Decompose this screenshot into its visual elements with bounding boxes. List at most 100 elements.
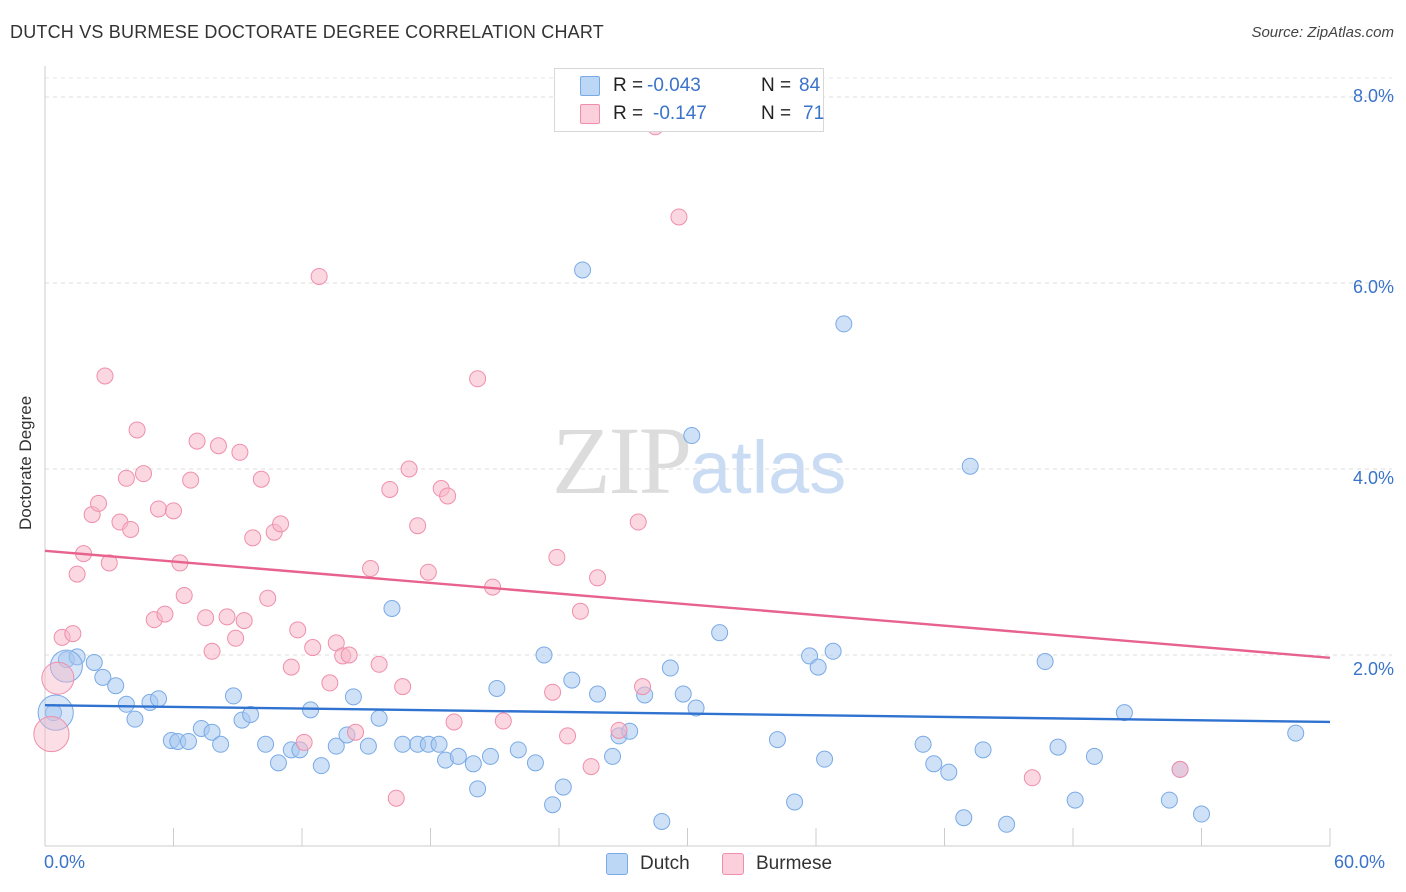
- burmese-point: [259, 589, 277, 607]
- dutch-point: [481, 747, 499, 765]
- burmese-large-point: [41, 661, 75, 695]
- burmese-point: [670, 208, 688, 226]
- dutch-point: [224, 687, 242, 705]
- dutch-point: [925, 755, 943, 773]
- dutch-point: [370, 709, 388, 727]
- burmese-point: [439, 487, 457, 505]
- legend-r-value: -0.043: [647, 75, 701, 96]
- bottom-legend-burmese: Burmese: [722, 852, 832, 876]
- burmese-point: [445, 713, 463, 731]
- legend-n-value: 84: [799, 75, 821, 96]
- legend-r-label: R =: [613, 103, 644, 124]
- y-tick-label-4: 4.0%: [1352, 468, 1394, 488]
- dutch-point: [1160, 791, 1178, 809]
- burmese-point: [295, 733, 313, 751]
- burmese-point: [244, 529, 262, 547]
- dutch-point: [998, 815, 1016, 833]
- burmese-point: [347, 723, 365, 741]
- dutch-point: [940, 763, 958, 781]
- watermark-zip: ZIP: [552, 407, 692, 514]
- dutch-point: [150, 690, 168, 708]
- dutch-point: [661, 659, 679, 677]
- burmese-point: [629, 513, 647, 531]
- y-tick-label-2: 2.0%: [1352, 659, 1394, 679]
- burmese-point: [175, 586, 193, 604]
- dutch-point: [786, 793, 804, 811]
- burmese-point: [381, 480, 399, 498]
- burmese-point: [1023, 769, 1041, 787]
- burmese-point: [589, 569, 607, 587]
- dutch-point: [711, 624, 729, 642]
- dutch-point: [117, 695, 135, 713]
- dutch-point: [327, 737, 345, 755]
- burmese-point: [409, 517, 427, 535]
- burmese-point: [235, 612, 253, 630]
- dutch-point: [449, 747, 467, 765]
- correlation-legend: R = -0.043 N = 84 R = -0.147 N = 71: [554, 68, 824, 132]
- dutch-point: [604, 747, 622, 765]
- burmese-point: [252, 470, 270, 488]
- dutch-point: [94, 668, 112, 686]
- dutch-point: [257, 735, 275, 753]
- legend-r-label: R =: [613, 75, 644, 96]
- dutch-point: [816, 750, 834, 768]
- dutch-point: [544, 796, 562, 814]
- legend-n-value: 71: [803, 103, 825, 124]
- legend-r-value: -0.147: [653, 103, 707, 124]
- burmese-trend-line: [44, 549, 1331, 659]
- burmese-point: [182, 471, 200, 489]
- burmese-point: [68, 565, 86, 583]
- burmese-large-point: [33, 715, 70, 753]
- burmese-point: [150, 500, 168, 518]
- chart-title: DUTCH VS BURMESE DOCTORATE DEGREE CORREL…: [10, 22, 604, 42]
- dutch-point: [535, 646, 553, 664]
- burmese-point: [544, 683, 562, 701]
- burmese-point: [197, 609, 215, 627]
- legend-n-label: N =: [761, 75, 792, 96]
- x-tick-label-max: 60.0%: [1334, 852, 1386, 872]
- source-credit: Source: ZipAtlas.com: [1251, 24, 1394, 41]
- dutch-point: [914, 735, 932, 753]
- dutch-point: [269, 754, 287, 772]
- burmese-point: [370, 655, 388, 673]
- burmese-point: [96, 367, 114, 385]
- burmese-point: [117, 469, 135, 487]
- dutch-point: [554, 778, 572, 796]
- dutch-point: [394, 735, 412, 753]
- dutch-point: [768, 731, 786, 749]
- bottom-legend-swatch-burmese: [722, 853, 744, 875]
- dutch-point: [126, 710, 144, 728]
- dutch-large-point: [49, 649, 83, 683]
- dutch-point: [1036, 653, 1054, 671]
- burmese-point: [272, 515, 290, 533]
- bottom-legend-label-dutch: Dutch: [640, 853, 690, 874]
- burmese-point: [304, 639, 322, 657]
- burmese-point: [571, 602, 589, 620]
- burmese-point: [582, 758, 600, 776]
- burmese-point: [634, 678, 652, 696]
- dutch-trend-line: [44, 704, 1331, 724]
- dutch-point: [383, 600, 401, 617]
- burmese-point: [218, 608, 236, 626]
- dutch-point: [344, 688, 362, 706]
- dutch-point: [488, 679, 506, 697]
- dutch-point: [469, 780, 487, 798]
- dutch-point: [242, 706, 260, 724]
- y-tick-label-6: 6.0%: [1352, 277, 1394, 297]
- dutch-point: [85, 653, 103, 671]
- burmese-point: [610, 721, 628, 739]
- burmese-point: [494, 712, 512, 730]
- y-tick-label-8: 8.0%: [1352, 86, 1394, 106]
- dutch-point: [312, 757, 330, 775]
- dutch-point: [179, 732, 197, 750]
- dutch-point: [464, 755, 482, 773]
- dutch-point: [509, 741, 527, 759]
- watermark: ZIPatlas: [552, 405, 846, 516]
- burmese-point: [387, 789, 405, 807]
- burmese-point: [90, 494, 108, 512]
- watermark-atlas: atlas: [690, 426, 847, 509]
- dutch-point: [589, 685, 607, 703]
- burmese-point: [227, 629, 245, 647]
- burmese-point: [469, 370, 487, 388]
